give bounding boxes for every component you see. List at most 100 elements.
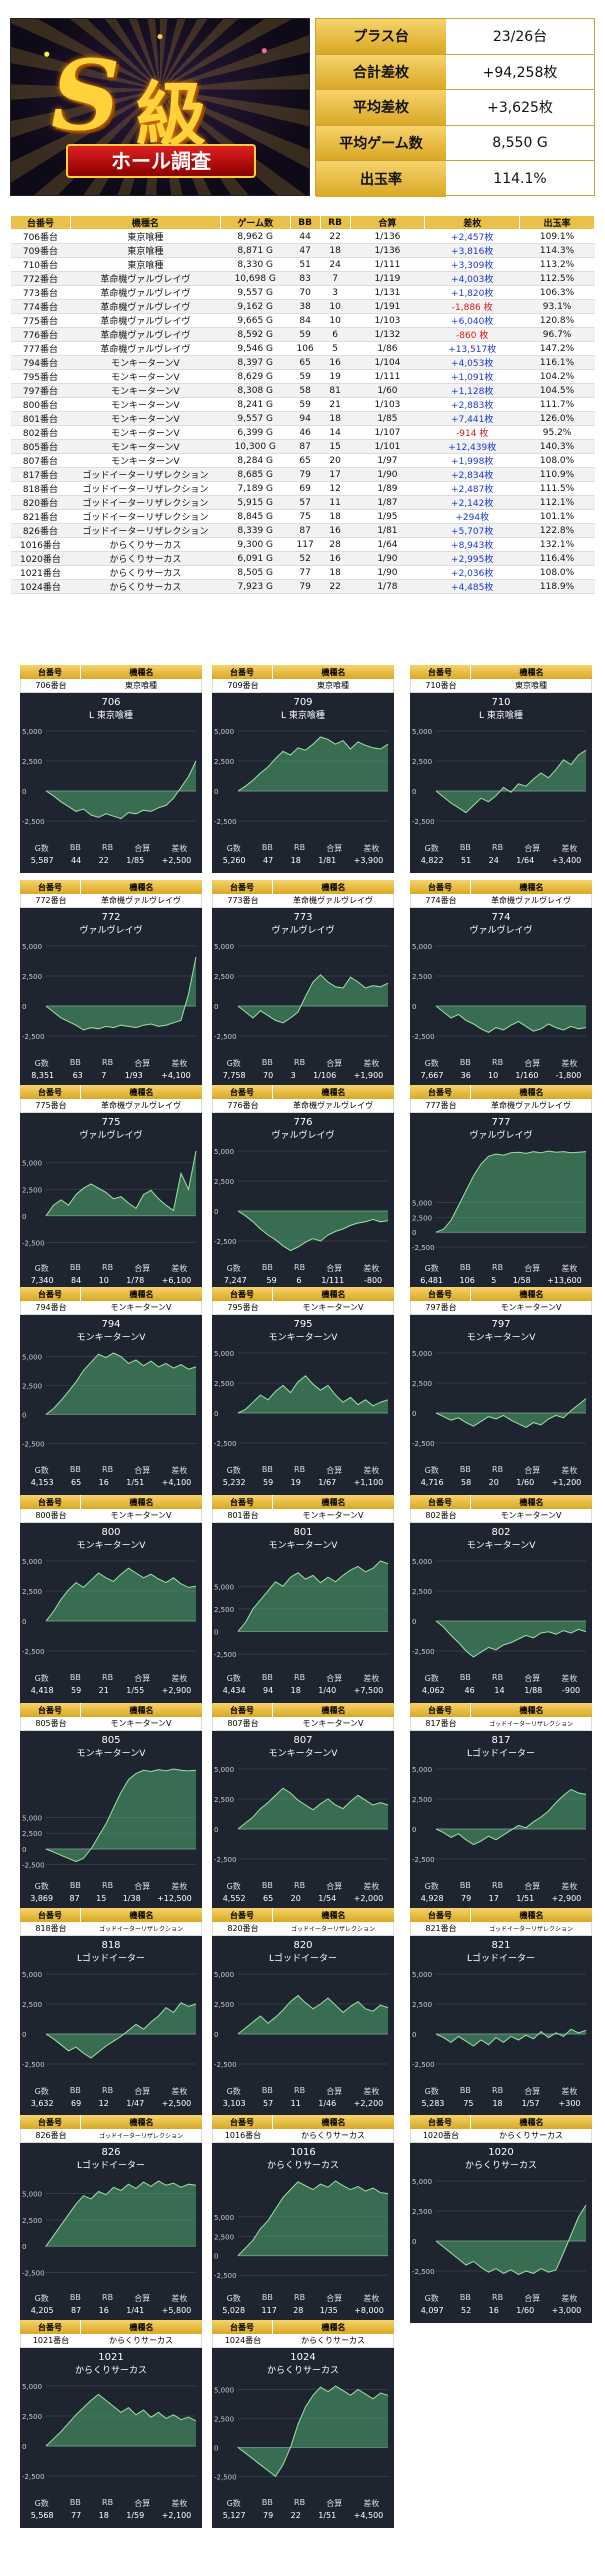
- table-cell: 革命機ヴァルヴレイヴ: [70, 313, 221, 328]
- table-row: 1016番台 からくりサーカス 9,300 G 117 28 1/64 +8,943枚 132…: [10, 537, 595, 552]
- table-header-cell: 合算: [349, 215, 426, 230]
- card-graph-panel: 777 ヴァルヴレイヴ 5,000 2,500 0 -2,500 G数 BB RB 合算 差枚 6,4…: [410, 1113, 592, 1293]
- graph-area: [436, 750, 586, 813]
- table-cell: 775番台: [10, 313, 71, 328]
- stat-value: 65: [71, 1478, 82, 1487]
- y-tick-label: 0: [214, 2444, 218, 2452]
- stat-label: BB: [459, 1263, 471, 1272]
- table-cell: 87: [290, 523, 321, 538]
- stat-value: 1/57: [521, 2099, 540, 2108]
- stat-value: 1/60: [516, 2306, 535, 2315]
- stat-label: G数: [226, 2087, 241, 2096]
- stat-value: 22: [290, 2511, 301, 2520]
- graph-line: [45, 1150, 197, 1217]
- stat-label: G数: [226, 1882, 241, 1891]
- slump-graph: 5,000 2,500 0 -2,500: [412, 943, 587, 1041]
- stat-value: 8,351: [31, 1071, 55, 1080]
- banner-s-letter: S: [51, 39, 121, 152]
- stat-label: BB: [459, 2293, 471, 2302]
- graph-line: [435, 2028, 587, 2047]
- stat-label: G数: [424, 1466, 439, 1475]
- stat-value: 12: [98, 2099, 109, 2108]
- stat-label: BB: [69, 1465, 81, 1474]
- stat-values: 5,127 79 22 1/51 +4,500: [214, 2511, 392, 2520]
- card-header-number-label: 台番号: [20, 1287, 80, 1301]
- card-header-number-label: 台番号: [212, 1085, 272, 1099]
- table-cell: 109.1%: [519, 229, 595, 244]
- table-cell: 1/85: [350, 411, 425, 426]
- stat-value: +12,500: [157, 1894, 192, 1903]
- stat-label: RB: [492, 2293, 504, 2302]
- table-cell: 9,557 G: [220, 285, 291, 300]
- stat-label: 合算: [326, 1674, 343, 1683]
- stat-label: G数: [34, 2087, 49, 2096]
- stat-value: 4,928: [420, 1894, 444, 1903]
- graph-area: [46, 1151, 196, 1216]
- slump-graph: 5,000 2,500 0 -2,500: [214, 2180, 389, 2280]
- graph-line: [435, 2204, 587, 2276]
- stat-label: G数: [226, 1466, 241, 1475]
- card-info-row: 774番台 革命機ヴァルヴレイヴ: [410, 894, 592, 908]
- y-tick-label: 0: [214, 1208, 218, 1216]
- graph-area: [238, 1995, 388, 2034]
- table-cell: 14: [320, 425, 351, 440]
- stat-label: 合算: [524, 2087, 541, 2096]
- table-row: 826番台 ゴッドイーターリザレクション 8,339 G 87 16 1/81 +5,707…: [10, 523, 595, 538]
- graph-line: [435, 1150, 587, 1233]
- stat-labels: G数 BB RB 合算 差枚: [414, 2086, 588, 2097]
- graph-card: 台番号 機種名 826番台 ゴッドイーターリザレクション 826 Lゴッドイーター 5,00…: [20, 2115, 202, 2323]
- table-cell: 8,592 G: [220, 327, 291, 342]
- stat-values: 4,552 65 20 1/54 +2,000: [214, 1894, 392, 1903]
- table-cell: 8,241 G: [220, 397, 291, 412]
- table-row: 818番台 ゴッドイーターリザレクション 7,189 G 69 12 1/89 +2,487…: [10, 481, 595, 496]
- card-header-model-label: 機種名: [272, 2320, 394, 2334]
- table-cell: ゴッドイーターリザレクション: [70, 467, 221, 482]
- stat-label: RB: [102, 843, 114, 852]
- stat-values: 3,632 69 12 1/47 +2,500: [22, 2099, 200, 2108]
- card-header: 台番号 機種名: [212, 880, 394, 894]
- table-cell: 795番台: [10, 369, 71, 384]
- graph-area: [436, 2029, 586, 2046]
- card-header-model-label: 機種名: [80, 1908, 202, 1922]
- graph-number: 802: [491, 1527, 511, 1538]
- y-tick-label: 2,500: [214, 2233, 234, 2241]
- table-cell: 120.8%: [519, 313, 595, 328]
- graph-card: 台番号 機種名 797番台 モンキーターンV 797 モンキーターンV 5,000 2,500…: [410, 1287, 592, 1495]
- stat-value: 1/47: [126, 2099, 145, 2108]
- card-header-number-label: 台番号: [410, 1287, 470, 1301]
- stat-value: 1/60: [516, 1478, 535, 1487]
- table-cell: 1/95: [350, 509, 425, 524]
- y-tick-label: 2,500: [412, 1796, 432, 1804]
- slump-graph: 5,000 2,500 0 -2,500: [214, 1560, 389, 1659]
- stat-label: 差枚: [561, 1466, 578, 1475]
- card-machine-number: 795番台: [227, 1303, 259, 1312]
- card-header-model-label: 機種名: [272, 1495, 394, 1509]
- graph-model-title: Lゴッドイーター: [76, 1954, 145, 1964]
- card-header: 台番号 機種名: [410, 2115, 592, 2129]
- graph-number: 800: [101, 1527, 121, 1538]
- card-machine-number: 802番台: [425, 1511, 457, 1520]
- stat-value: 7,667: [420, 1071, 444, 1080]
- table-cell: 777番台: [10, 341, 71, 356]
- graph-card: 台番号 機種名 710番台 東京喰種 710 L 東京喰種 5,000 2,500 0 -2,50…: [410, 665, 592, 873]
- table-cell: +2,457枚: [424, 229, 520, 244]
- card-header-number-label: 台番号: [212, 1703, 272, 1717]
- card-info-row: 800番台 モンキーターンV: [20, 1509, 202, 1523]
- card-graph-panel: 709 L 東京喰種 5,000 2,500 0 -2,500 G数 BB RB 合算 差枚 5,26…: [212, 693, 394, 873]
- table-row: 706番台 東京喰種 8,962 G 44 22 1/136 +2,457枚 109.1%: [10, 229, 595, 244]
- card-header: 台番号 機種名: [410, 1287, 592, 1301]
- card-header-model-label: 機種名: [80, 1495, 202, 1509]
- stat-label: RB: [294, 1673, 306, 1682]
- stat-label: 差枚: [363, 1059, 380, 1068]
- table-header-cell: 差枚: [424, 215, 521, 230]
- card-header-model-label: 機種名: [470, 1908, 592, 1922]
- graph-model-title: モンキーターンV: [466, 1541, 536, 1551]
- graph-number: 709: [293, 697, 313, 708]
- table-cell: 8,505 G: [220, 565, 291, 580]
- stat-value: 22: [98, 856, 109, 865]
- card-model-name: モンキーターンV: [500, 1303, 562, 1312]
- summary-key: 合計差枚: [316, 54, 446, 90]
- table-cell: 6,399 G: [220, 425, 291, 440]
- card-header-model-label: 機種名: [272, 1703, 394, 1717]
- stat-label: 合算: [134, 1059, 151, 1068]
